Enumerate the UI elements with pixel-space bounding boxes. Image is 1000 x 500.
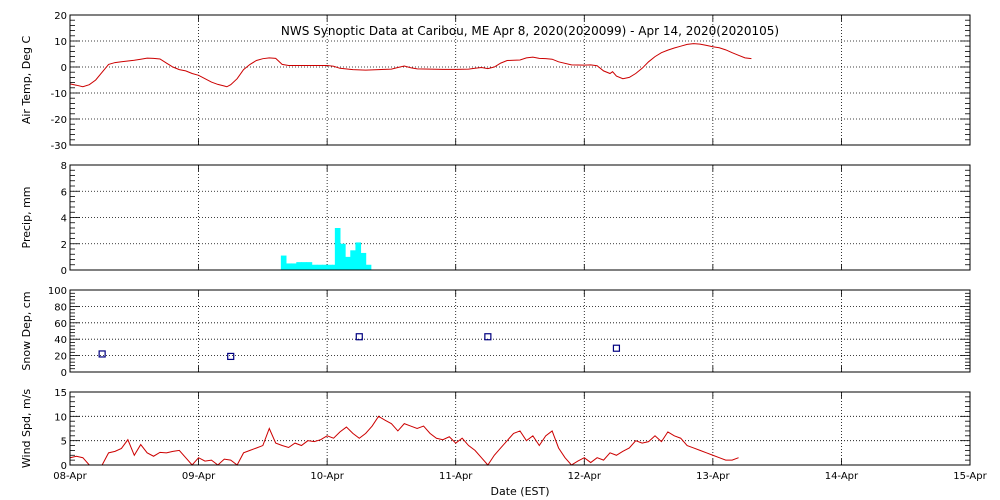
precip-bar: [355, 242, 362, 270]
precip-bar: [291, 263, 297, 270]
precip-bar: [306, 262, 313, 270]
y-tick-label: 2: [61, 240, 67, 251]
precip-bar: [296, 262, 302, 270]
x-tick-label: 15-Apr: [953, 471, 987, 482]
y-tick-label: 6: [61, 187, 67, 198]
y-axis-title: Air Temp, Deg C: [20, 36, 33, 125]
y-axis-title: Snow Dep, cm: [20, 291, 33, 370]
y-tick-label: 0: [61, 368, 67, 379]
panel-frame: [69, 164, 971, 271]
y-tick-label: 5: [61, 437, 67, 448]
y-tick-label: -20: [51, 115, 67, 126]
precip-bar: [345, 256, 351, 270]
y-tick-label: -10: [51, 89, 67, 100]
y-tick-label: 80: [54, 302, 67, 313]
snow-depth-point: [98, 350, 106, 358]
panel-1: 20 10 0 -10 -20 -30 Air Temp, Deg C: [20, 11, 971, 152]
y-tick-label: -30: [51, 141, 67, 152]
panel-2: 8 6 4 2 0 Precip, mm: [20, 161, 971, 277]
y-tick-label: 40: [54, 335, 67, 346]
x-tick-label: 10-Apr: [310, 471, 344, 482]
x-tick-label: 12-Apr: [568, 471, 602, 482]
y-axis-title: Wind Spd, m/s: [20, 389, 33, 469]
chart-title: NWS Synoptic Data at Caribou, ME Apr 8, …: [281, 24, 779, 38]
precip-bar: [286, 263, 292, 270]
y-tick-label: 0: [61, 266, 67, 277]
y-tick-label: 10: [54, 412, 67, 423]
y-tick-label: 0: [61, 461, 67, 472]
x-tick-label: 11-Apr: [439, 471, 473, 482]
panel-frame: [69, 14, 971, 146]
snow-depth-point: [484, 333, 492, 341]
y-tick-label: 60: [54, 319, 67, 330]
series-line: [69, 415, 739, 466]
panel-frame: [69, 391, 971, 466]
precip-bar: [340, 243, 346, 270]
x-axis-title: Date (EST): [490, 485, 549, 498]
y-tick-label: 4: [61, 214, 67, 225]
precip-bar: [280, 255, 287, 270]
y-axis-title: Precip, mm: [20, 187, 33, 249]
x-tick-label: 13-Apr: [696, 471, 730, 482]
y-tick-label: 8: [61, 161, 67, 172]
precip-bar: [350, 250, 356, 270]
precip-bar: [301, 262, 308, 270]
y-tick-label: 20: [54, 11, 67, 22]
series-line: [69, 43, 752, 88]
y-tick-label: 20: [54, 352, 67, 363]
precip-bar: [327, 264, 333, 270]
snow-depth-point: [612, 344, 621, 352]
precip-bar: [322, 264, 328, 270]
snow-depth-point: [355, 333, 363, 341]
precip-bar: [360, 252, 367, 270]
panel-4: 15 10 5 0 Wind Spd, m/s: [20, 388, 971, 472]
x-tick-label: 08-Apr: [53, 471, 87, 482]
y-tick-label: 0: [61, 63, 67, 74]
x-tick-label: 09-Apr: [182, 471, 216, 482]
precip-bar: [334, 228, 341, 270]
panel-3: 100 80 60 40 20 0 Snow Dep, cm: [20, 286, 971, 379]
y-tick-label: 15: [54, 388, 67, 399]
panel-frame: [69, 289, 971, 373]
y-tick-label: 10: [54, 37, 67, 48]
precip-bar: [365, 264, 372, 270]
precip-bar: [316, 264, 323, 270]
snow-depth-point: [227, 352, 235, 361]
y-tick-label: 100: [48, 286, 67, 297]
precip-bar: [311, 264, 318, 270]
x-tick-label: 14-Apr: [825, 471, 859, 482]
